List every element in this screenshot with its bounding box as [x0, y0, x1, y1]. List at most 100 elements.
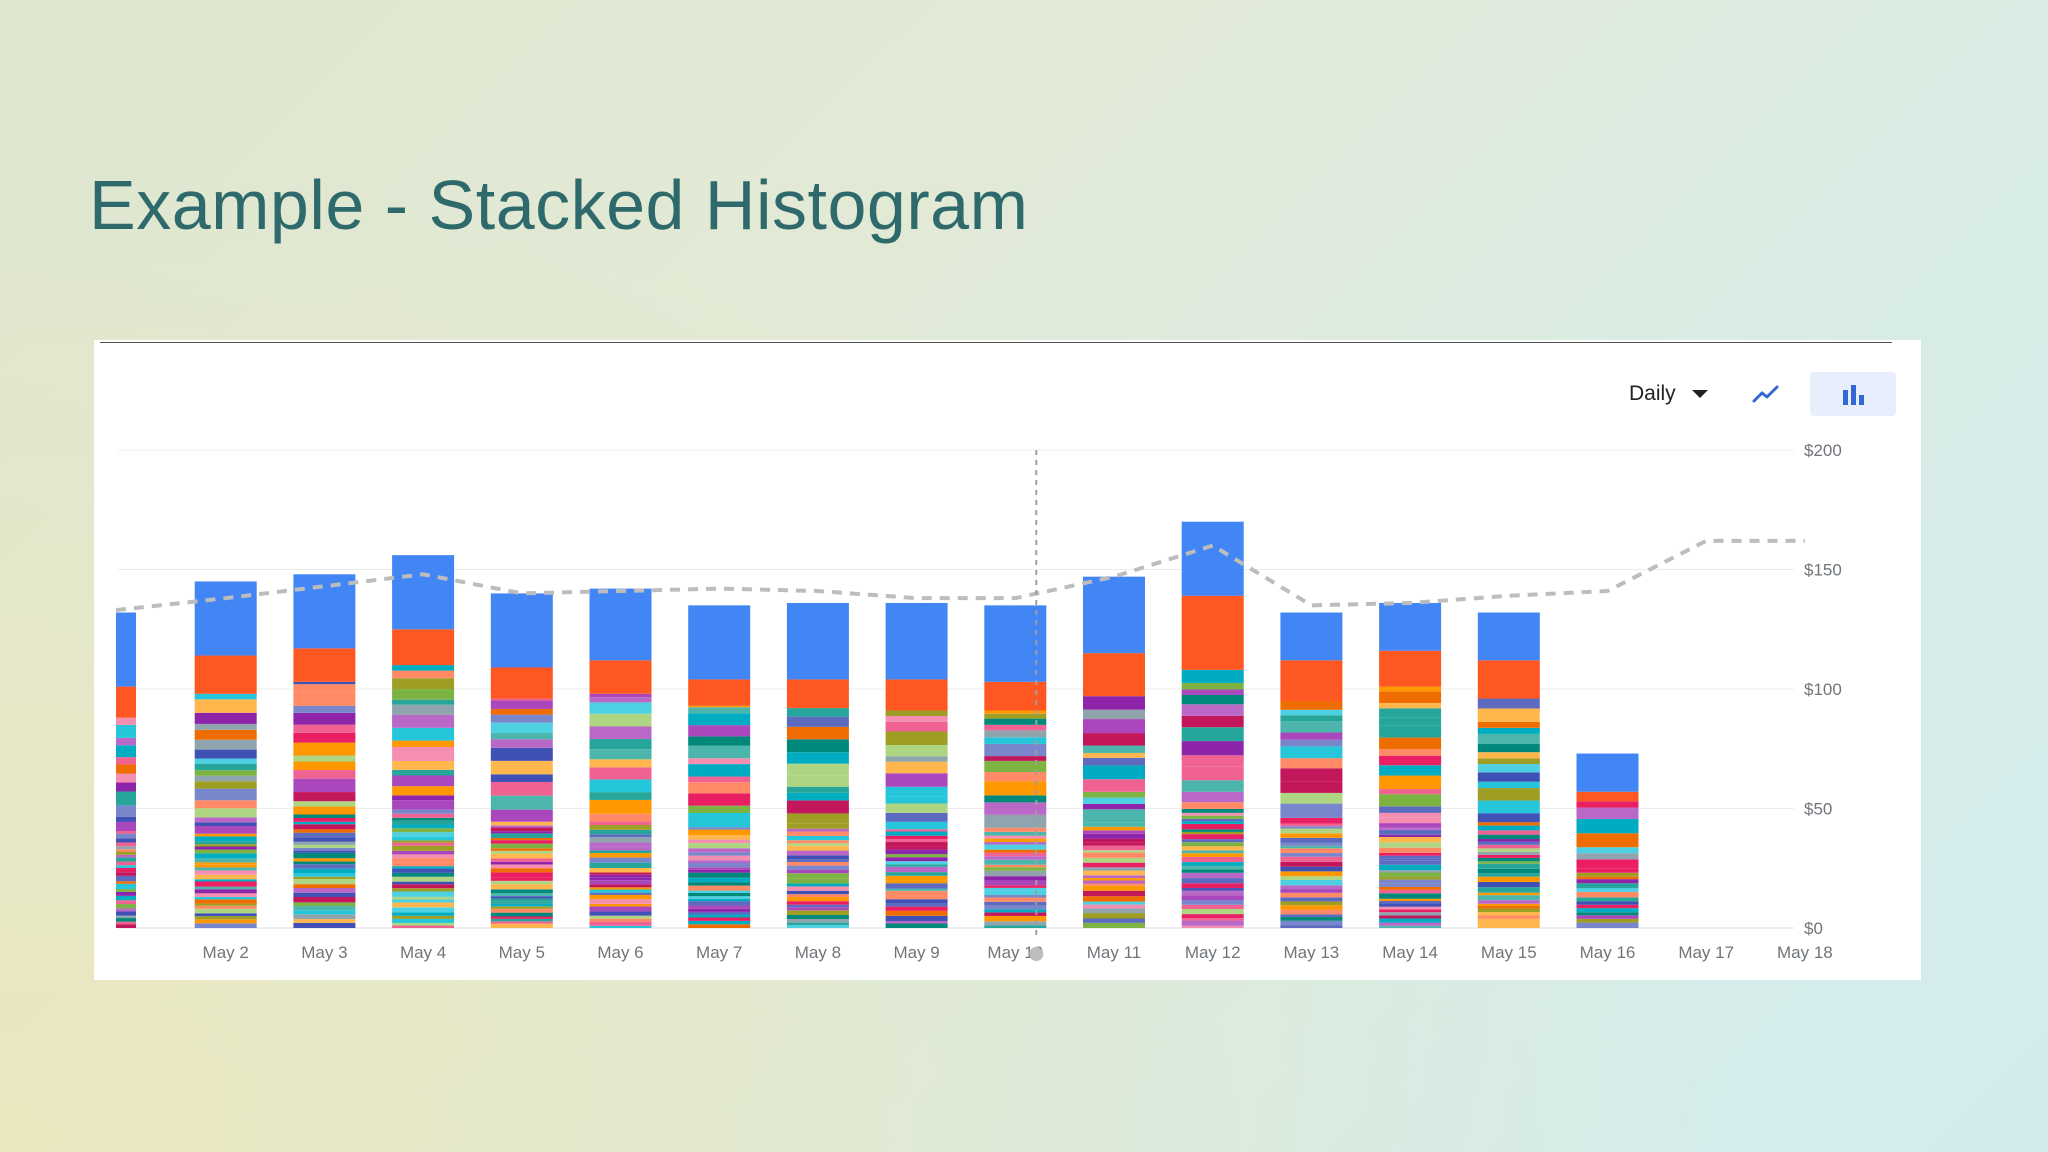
bar-stripe-segment [293, 821, 356, 825]
bar-stripe-segment [293, 850, 356, 853]
bar-stripe-segment [1379, 883, 1442, 887]
bar-stripe-segment [116, 782, 136, 792]
bar-chart-toggle[interactable] [1810, 372, 1896, 416]
bar-stripe-segment [786, 897, 849, 902]
bar-stripe-segment [1280, 715, 1343, 722]
x-tick-label: May 5 [499, 943, 545, 962]
bar-top-segment [688, 605, 751, 680]
bar-stripe-segment [589, 713, 652, 727]
bar-stripe-segment [116, 872, 136, 876]
bar-stripe-segment [1280, 768, 1343, 782]
bar-stripe-segment [984, 756, 1047, 761]
bar-top-segment [786, 602, 849, 680]
bar-stripe-segment [116, 737, 136, 746]
bar-stripe-segment [490, 903, 553, 907]
bar-top-segment [116, 612, 136, 687]
bar-stripe-segment [490, 838, 553, 841]
y-tick-label: $50 [1804, 800, 1832, 819]
bar-stripe-segment [984, 915, 1047, 922]
bar-stripe-segment [490, 848, 553, 851]
bar-stripe-segment [490, 853, 553, 859]
bar-stripe-segment [688, 924, 751, 928]
bar-stripe-segment [589, 921, 652, 926]
bar-stripe-segment [116, 918, 136, 922]
bar-stripe-segment [786, 915, 849, 920]
bar-stripe-segment [293, 705, 356, 713]
bar-stripe-segment [490, 850, 553, 854]
bar-stripe-segment [1181, 829, 1244, 832]
bar-stripe-segment [984, 771, 1047, 782]
bar-stripe-segment [1379, 922, 1442, 926]
bar-stripe-segment [885, 923, 948, 928]
bar-second-segment [984, 681, 1047, 711]
bar-stripe-segment [1576, 891, 1639, 898]
trending-line-icon [1752, 385, 1779, 403]
bar-stripe-segment [1576, 879, 1639, 884]
bar-stripe-segment [490, 901, 553, 904]
bar-stripe-segment [1181, 883, 1244, 889]
bar-stripe-segment [885, 745, 948, 757]
bar-stripe-segment [1280, 925, 1343, 928]
bar-stripe-segment [293, 829, 356, 833]
bar-stripe-segment [1181, 727, 1244, 742]
bar-stripe-segment [293, 864, 356, 869]
line-chart-toggle[interactable] [1744, 372, 1788, 416]
x-tick-label: May 12 [1185, 943, 1241, 962]
bar-stripe-segment [1576, 904, 1639, 909]
bar-stripe-segment [1379, 925, 1442, 928]
bar-stripe-segment [984, 909, 1047, 913]
bar-stripe-segment [1379, 702, 1442, 709]
bar-stripe-segment [688, 885, 751, 891]
bar-stripe-segment [1181, 839, 1244, 843]
bar-second-segment [1280, 660, 1343, 701]
bar-stripe-segment [490, 908, 553, 913]
bar-stripe-segment [490, 898, 553, 902]
bar-stripe-segment [984, 905, 1047, 910]
bar-stripe-segment [984, 897, 1047, 902]
bar-stripe-segment [490, 760, 553, 775]
bar-stripe-segment [293, 906, 356, 911]
bar-stripe-segment [688, 852, 751, 856]
bar-stripe-segment [688, 745, 751, 759]
bar-stripe-segment [589, 906, 652, 912]
bar-stripe-segment [1477, 825, 1540, 831]
bar-stripe-segment [392, 884, 455, 889]
bar-stripe-segment [589, 862, 652, 868]
bar-stripe-segment [1379, 860, 1442, 865]
bar-stripe-segment [194, 879, 257, 882]
bar-stripe-segment [293, 922, 356, 928]
bar-stripe-segment [293, 884, 356, 889]
bar-stripe-segment [1181, 895, 1244, 901]
bar-stripe-segment [194, 825, 257, 830]
bar-stripe-segment [984, 870, 1047, 877]
bar-stripe-segment [116, 875, 136, 882]
bar-second-segment [293, 648, 356, 682]
bar-stripe-segment [1379, 708, 1442, 718]
period-dropdown[interactable]: Daily [1629, 372, 1734, 416]
bar-stripe-segment [392, 699, 455, 705]
bar-stripe-segment [786, 845, 849, 851]
bar-stripe-segment [1477, 839, 1540, 842]
bar-stripe-segment [293, 824, 356, 830]
bar-stripe-segment [1379, 686, 1442, 692]
bar-stripe-segment [194, 800, 257, 809]
bar-stripe-segment [392, 809, 455, 814]
bar-stripe-segment [885, 915, 948, 922]
bar-stripe-segment [786, 904, 849, 908]
bar-stripe-segment [688, 855, 751, 861]
bar-stripe-segment [786, 813, 849, 824]
bar-stripe-segment [194, 841, 257, 845]
bar-stripe-segment [688, 835, 751, 840]
bar-stripe-segment [293, 873, 356, 877]
bar-stripe-segment [1280, 746, 1343, 759]
bar-stripe-segment [116, 849, 136, 852]
bar-stripe-segment [116, 791, 136, 806]
hover-handle [1029, 947, 1044, 961]
bar-stripe-segment [885, 786, 948, 797]
bar-stripe-segment [194, 846, 257, 850]
bar-stripe-segment [194, 817, 257, 823]
bar-stripe-segment [885, 812, 948, 822]
bar-stripe-segment [885, 880, 948, 884]
bar-stripe-segment [490, 732, 553, 740]
bar-stripe-segment [293, 892, 356, 898]
